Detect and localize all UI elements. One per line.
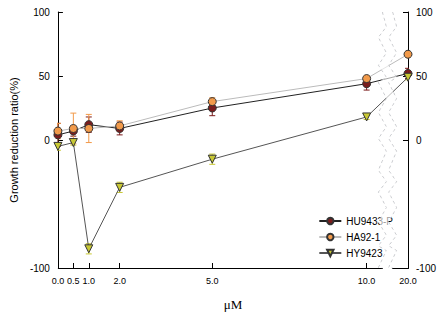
svg-text:100: 100 [416,7,433,18]
svg-text:-100: -100 [30,263,50,274]
svg-text:5.0: 5.0 [206,276,219,286]
svg-text:HY9423: HY9423 [346,248,383,259]
svg-text:10.0: 10.0 [358,276,376,286]
svg-text:1.0: 1.0 [83,276,96,286]
svg-text:HA92-1: HA92-1 [346,232,380,243]
svg-text:0: 0 [44,135,50,146]
svg-text:Growth reduction ratio(%): Growth reduction ratio(%) [8,77,20,202]
svg-text:50: 50 [416,71,428,82]
svg-text:HU9433-P: HU9433-P [346,215,393,227]
svg-text:0.0: 0.0 [52,276,65,286]
svg-text:0.5: 0.5 [67,276,80,286]
svg-text:μM: μM [224,297,243,312]
svg-text:2.0: 2.0 [113,276,126,286]
svg-text:100: 100 [33,7,50,18]
svg-text:20.0: 20.0 [399,276,417,286]
svg-text:50: 50 [39,71,51,82]
svg-text:0: 0 [416,135,422,146]
svg-text:-100: -100 [416,263,436,274]
